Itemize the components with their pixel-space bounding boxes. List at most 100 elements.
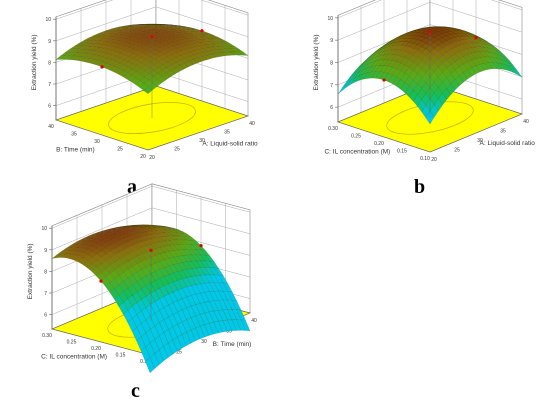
surface-cell [136,24,146,27]
surface-cell [118,70,128,77]
surface-cell [168,46,178,51]
y-tick-label: 0.20 [91,346,101,352]
surface-cell [196,249,206,256]
surface-cell [379,46,389,53]
surface-cell [124,226,134,228]
surface-cell [140,26,150,28]
y-axis-label: B: Time (min) [56,147,95,154]
surface-cell [182,296,192,309]
surface-cell [375,71,385,80]
z-tick-label: 9 [48,39,51,45]
surface-cell [123,229,134,234]
z-tick-label: 8 [44,269,47,275]
surface-cell [110,228,120,230]
x-tick-label: 35 [226,329,232,335]
z-tick-label: 10 [41,226,47,232]
surface-cell [111,43,122,48]
surface-cell [107,50,117,56]
surface-cell [383,59,393,67]
z-tick-label: 7 [44,291,47,297]
surface-cell [172,311,183,325]
z-tick-label: 9 [330,38,333,44]
surface-cell [95,38,105,42]
surface-cell [342,80,351,91]
surface-cell [148,27,158,30]
surface-cell [145,329,155,344]
surface-cell [194,45,204,50]
surface-cell [367,65,376,73]
surface-cell [392,36,401,42]
surface-cell [123,26,133,28]
surface-cell [96,250,107,258]
surface-cell [132,24,142,26]
panel-letter-b: b [414,176,426,198]
surface-cell [204,267,215,276]
surface-cell [388,74,397,84]
surface-cell [367,71,376,79]
surface-cell [392,68,401,78]
surface-cell [134,33,145,37]
floor-contour [108,102,196,134]
surface-cell [92,248,102,255]
x-tick-label: 25 [176,350,182,356]
z-tick-label: 9 [44,248,47,254]
surface-cell [149,24,159,27]
surface-cell [69,247,80,251]
surface-cell [496,51,506,59]
surface-cell [160,38,170,43]
surface-cell [438,93,447,106]
surface-cell [159,240,170,247]
surface-cell [388,38,397,44]
surface-cell [195,275,206,285]
surface-cell [379,44,389,51]
surface-cell [213,321,223,334]
surface-cell [186,254,197,262]
y-axis-label: C: IL concentration (M) [324,149,390,156]
surface-cell [119,263,129,273]
design-point [199,243,203,248]
surface-cell [227,319,237,331]
surface-cell [463,69,472,80]
surface-cell [119,54,129,60]
surface-cell [379,59,389,66]
surface-cell [362,66,372,75]
surface-cell [151,226,161,229]
surface-cell [145,316,155,330]
x-axis-label: A: Liquid-solid ratio [480,140,536,147]
surface-cell [118,281,129,292]
surface-cell [173,289,183,301]
y-tick-label: 20 [140,154,146,160]
x-tick-label: 25 [454,148,460,154]
response-surface [337,26,523,125]
x-tick-label: 30 [199,138,205,144]
surface-plot-a: 6 7 8 9 10 Extraction yield (%) 20 25 30 35 40 20 25… [31,0,258,161]
surface-cell [392,45,401,51]
surface-cell [450,79,460,91]
surface-cell [95,40,105,45]
surface-cell [124,51,134,57]
surface-cell [200,274,210,284]
z-tick-label: 6 [44,313,47,319]
surface-cell [162,24,172,27]
surface-cell [209,300,219,312]
surface-plot-b: 6 7 8 9 10 Extraction yield (%) 20 25 30 35 40 0.10… [313,0,536,163]
surface-cell [168,281,178,293]
design-point [100,65,104,69]
surface-cell [158,24,168,26]
surface-cell [362,71,372,80]
surface-cell [213,274,224,284]
surface-cell [484,44,493,50]
surface-cell [140,346,151,362]
surface-cell [109,30,119,33]
surface-cell [200,249,211,257]
surface-cell [119,50,130,56]
x-tick-label: 20 [149,155,155,161]
surface-cell [73,48,83,53]
surface-cell [354,62,364,72]
surface-cell [111,51,121,57]
surface-cell [177,334,187,349]
surface-cell [130,34,140,39]
x-tick-label: 40 [249,121,255,127]
design-point [200,29,204,33]
